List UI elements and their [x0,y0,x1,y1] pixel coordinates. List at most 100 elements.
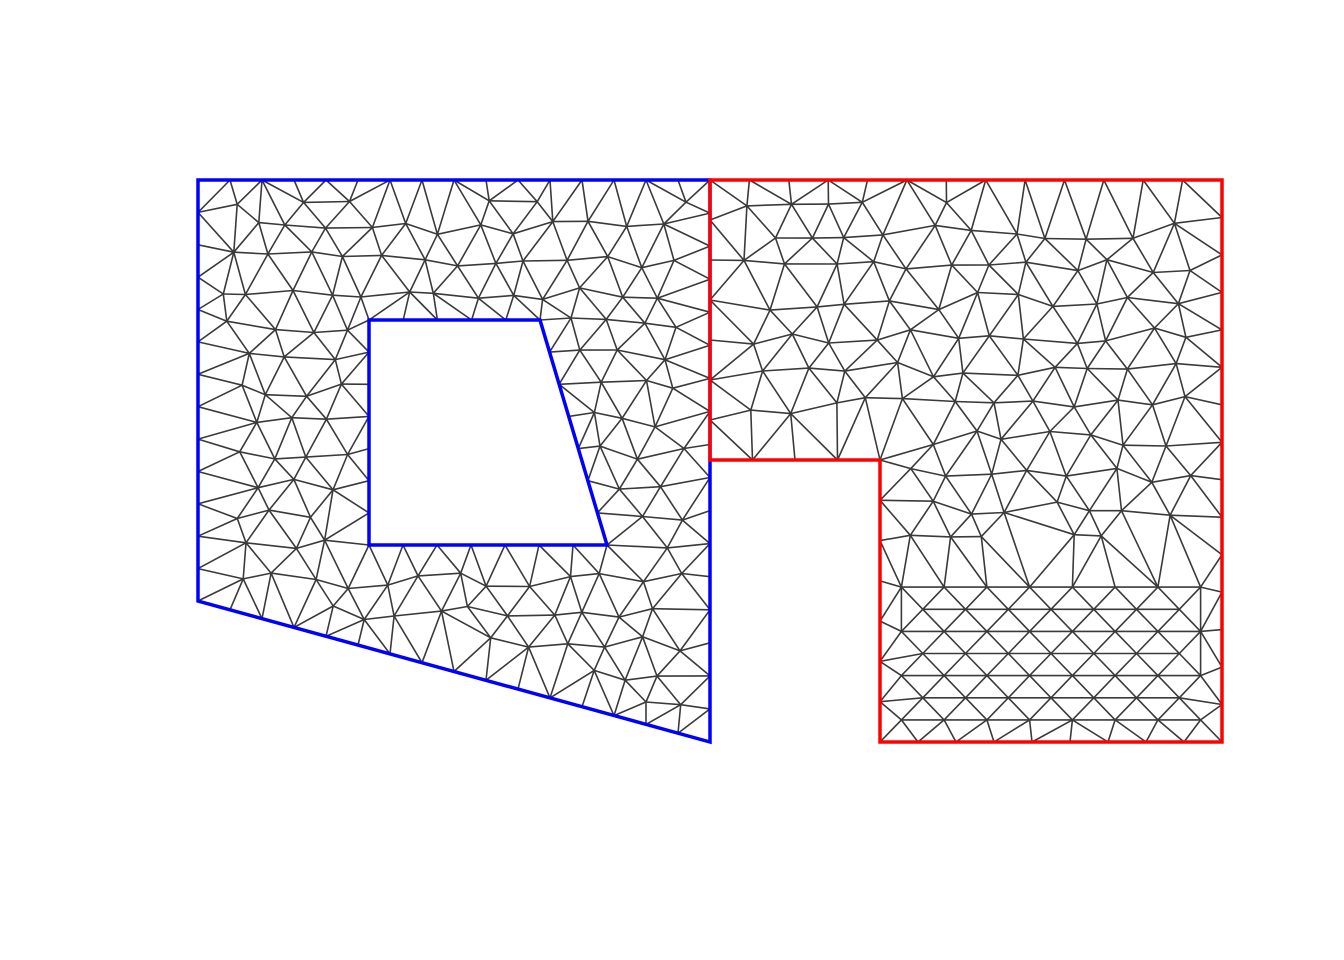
mesh-edge [1106,237,1134,261]
mesh-edge [1178,696,1202,721]
mesh-edge [673,259,711,281]
mesh-edge [587,220,628,228]
mesh-edge [900,674,924,699]
mesh-edge [593,646,606,672]
mesh-edge [495,260,524,265]
mesh-edge [1122,403,1154,447]
mesh-edge [752,309,771,345]
mesh-edge [921,674,945,699]
mesh-edge [901,397,957,403]
mesh-edge [843,339,879,372]
mesh-edge [1151,395,1186,406]
mesh-edge [743,205,748,262]
mesh-edge [341,255,362,298]
mesh-edge [488,200,539,203]
mesh-edge [901,397,935,446]
mesh-edge [421,610,443,664]
mesh-edge [293,578,317,629]
mesh-edge [618,485,662,490]
mesh-edge [1169,514,1223,556]
mesh-edge [1028,630,1052,655]
mesh-edge [836,370,846,404]
mesh-edge [680,572,711,611]
mesh-edge [593,411,601,447]
mesh-edge [346,415,370,456]
mesh-edge [970,473,993,515]
mesh-edge [934,201,948,227]
mesh-edge [1025,469,1068,477]
mesh-edge [558,383,596,414]
mesh-edge [1117,399,1124,447]
mesh-edge [709,343,755,381]
mesh-edge [599,445,639,461]
mesh-edge [888,268,907,302]
mesh-edge [305,383,343,398]
mesh-edge [618,488,644,518]
mesh-edge [1126,271,1154,299]
mesh-edge [548,317,572,353]
mesh-edge [248,352,267,396]
mesh-edge [1153,327,1187,339]
mesh-edge [404,179,423,225]
mesh-edge [990,469,1028,476]
mesh-edge [512,220,554,235]
mesh-edge [325,605,335,638]
mesh-edge [1028,608,1052,633]
mesh-edge [226,293,247,323]
mesh-edge [1165,445,1192,477]
mesh-edge [197,373,243,387]
mesh-edge [347,587,366,621]
mesh-edge [1114,652,1138,677]
mesh-edge [943,652,967,677]
mesh-edge [709,299,771,311]
mesh-edge [1184,366,1223,398]
mesh-edge [1106,258,1129,299]
mesh-edge [679,650,711,677]
mesh-edge [1126,296,1180,305]
mesh-edge [677,179,687,203]
mesh-edge [1044,179,1066,240]
mesh-edge [921,696,945,721]
mesh-edge [323,539,350,590]
mesh-edge [506,614,556,617]
mesh-edge [1028,533,1075,588]
mesh-edge [709,219,745,262]
mesh-edge [1077,238,1087,272]
mesh-edge [1071,696,1095,721]
mesh-edge [197,211,235,253]
mesh-edge [402,544,419,577]
mesh-edge [283,224,313,253]
mesh-edge [790,179,830,206]
mesh-edge [944,473,993,477]
mesh-edge [654,426,685,450]
mesh-edge [1189,474,1223,519]
mesh-edge [843,300,891,306]
mesh-edge [459,572,487,588]
mesh-edge [440,572,462,612]
mesh-edge [292,289,315,334]
mesh-edge [789,412,796,461]
mesh-edge [295,539,326,550]
mesh-edge [1076,342,1088,370]
mesh-edge [1071,674,1095,699]
mesh-edge [990,473,1005,514]
mesh-edge [261,179,305,204]
mesh-edge [580,572,601,614]
mesh-edge [645,379,674,390]
mesh-edge [976,401,995,432]
mesh-edge [581,179,589,223]
mesh-edge [876,328,912,341]
mesh-edge [315,578,335,607]
mesh-edge [432,265,459,295]
mesh-edge [512,260,524,297]
mesh-edge [408,291,435,295]
mesh-edge [1052,303,1098,308]
mesh-edge [440,605,469,612]
mesh-edge [621,417,639,461]
mesh-edge [613,679,626,717]
mesh-edge [896,328,912,364]
mesh-edge [957,334,991,340]
mesh-edge [1017,338,1025,377]
mesh-edge [986,719,995,743]
mesh-edge [332,479,370,491]
